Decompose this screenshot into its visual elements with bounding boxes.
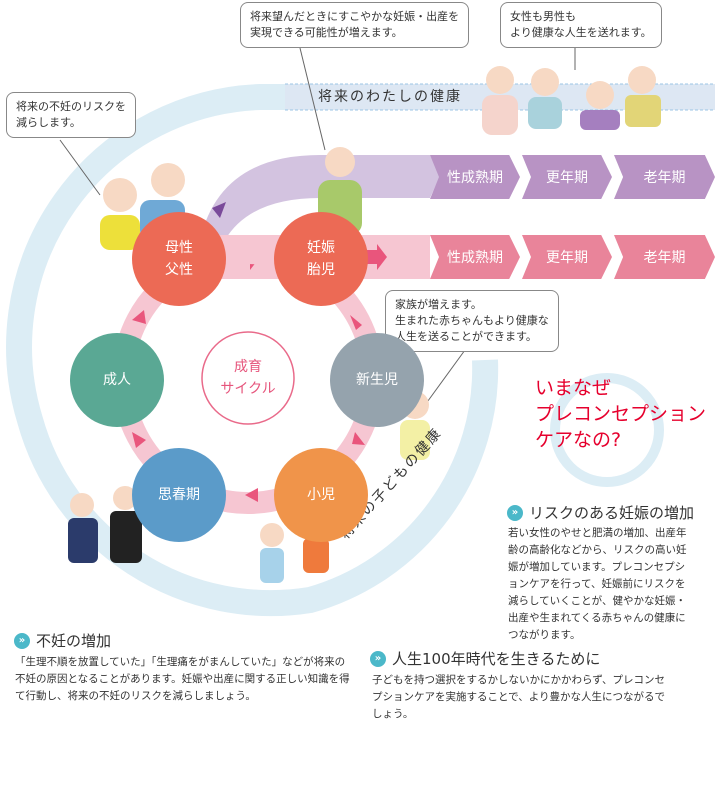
purple-stage-3: 老年期 xyxy=(614,155,715,199)
chevron-right-icon: » xyxy=(507,504,523,521)
section-heading: » 不妊の増加 xyxy=(14,630,111,651)
bubble-infertility-risk: 将来の不妊のリスクを 減らします。 xyxy=(6,92,136,138)
pink-stage-3: 老年期 xyxy=(614,235,715,279)
node-child: 小児 xyxy=(274,448,368,542)
section-heading: » 人生100年時代を生きるために xyxy=(370,648,600,669)
section-title: 不妊の増加 xyxy=(36,632,112,650)
bubble-pregnancy: 将来望んだときにすこやかな妊娠・出産を 実現できる可能性が増えます。 xyxy=(240,2,470,48)
purple-arrow-icon xyxy=(212,202,226,218)
section-title: 人生100年時代を生きるために xyxy=(392,650,601,668)
pink-stage-1: 性成熟期 xyxy=(430,235,520,279)
bubble-healthy-life: 女性も男性も より健康な人生を送れます。 xyxy=(500,2,662,48)
section-body: 若い女性のやせと肥満の増加、出産年齢の高齢化などから、リスクの高い妊娠が増加して… xyxy=(508,527,687,641)
section-body: 「生理不順を放置していた」「生理痛をがまんしていた」などが将来の不妊の原因となる… xyxy=(15,656,350,702)
section-heading: » リスクのある妊娠の増加 xyxy=(507,502,694,523)
chevron-right-icon: » xyxy=(370,650,386,667)
node-adult: 成人 xyxy=(70,333,164,427)
bubble-family: 家族が増えます。 生まれた赤ちゃんもより健康な 人生を送ることができます。 xyxy=(385,290,559,352)
chevron-right-icon: » xyxy=(14,632,30,649)
arrow-icon xyxy=(365,244,387,270)
question-heading: いまなぜ プレコンセプション ケアなの? xyxy=(535,377,707,451)
cycle-center-label: 成育 サイクル xyxy=(220,359,276,397)
pink-stage-2: 更年期 xyxy=(522,235,612,279)
purple-stage-2: 更年期 xyxy=(522,155,612,199)
cycle-center-circle xyxy=(201,331,295,425)
node-adolescence: 思春期 xyxy=(132,448,226,542)
node-newborn: 新生児 xyxy=(330,333,424,427)
node-parents: 母性 父性 xyxy=(132,212,226,306)
future-self-label: 将来のわたしの健康 xyxy=(318,89,462,105)
node-pregnancy: 妊娠 胎児 xyxy=(274,212,368,306)
purple-stage-1: 性成熟期 xyxy=(430,155,520,199)
section-title: リスクのある妊娠の増加 xyxy=(529,504,695,522)
section-body: 子どもを持つ選択をするかしないかにかかわらず、プレコンセプションケアを実施するこ… xyxy=(372,674,666,720)
